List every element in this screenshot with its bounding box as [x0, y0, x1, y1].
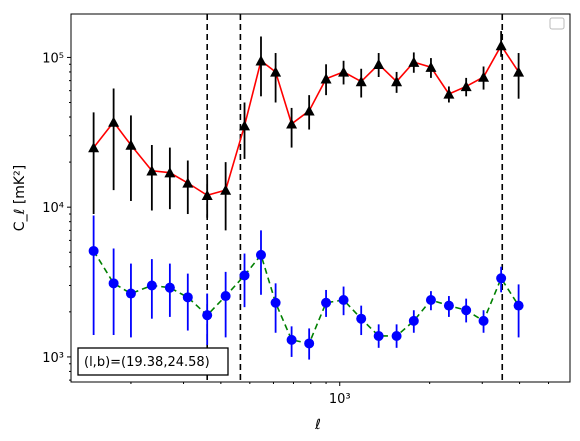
series-2-point-19 — [408, 315, 419, 326]
series-1-point-19 — [408, 56, 420, 67]
series-2-point-13 — [304, 338, 315, 349]
series-1-point-12 — [286, 118, 298, 129]
series-1-point-11 — [270, 66, 282, 77]
annotation-box — [77, 347, 229, 376]
series-1-point-5 — [164, 167, 176, 178]
series-2-point-22 — [461, 305, 472, 316]
plot-frame — [70, 13, 571, 383]
series-2-point-15 — [338, 294, 349, 305]
series-1-point-24 — [495, 40, 507, 51]
series-1-point-7 — [201, 189, 213, 200]
y-tick-label-2: 10⁴ — [42, 201, 64, 216]
plot-area — [88, 14, 525, 382]
series-1-point-22 — [460, 80, 472, 92]
series-1-point-2 — [108, 116, 120, 127]
series-2-point-11 — [270, 297, 281, 308]
axis-ticks: 10³ 10⁴ 10⁵ 10³ — [42, 51, 550, 407]
series-2-point-20 — [425, 294, 436, 305]
y-tick-label-3: 10⁵ — [42, 51, 64, 66]
y-axis-label: C_ℓ [mK²] — [12, 165, 28, 231]
series-1-point-1 — [88, 142, 100, 153]
series-2-point-10 — [255, 249, 266, 260]
series-2-point-21 — [443, 300, 454, 311]
series-1-point-13 — [303, 105, 315, 116]
y-tick-label-1: 10³ — [42, 351, 64, 366]
series-1-point-18 — [391, 76, 403, 87]
series-1-point-9 — [239, 120, 251, 131]
legend-box — [549, 17, 565, 30]
series-1-point-14 — [320, 73, 332, 84]
series-2-point-16 — [356, 313, 367, 324]
series-2-point-17 — [373, 330, 384, 341]
series-2-point-25 — [513, 300, 524, 311]
series-2-point-6 — [182, 292, 193, 303]
series-1-point-20 — [425, 61, 437, 72]
x-axis-label: ℓ — [314, 417, 321, 433]
x-tick-label-1: 10³ — [329, 392, 351, 407]
series-2-point-5 — [164, 282, 175, 293]
series-2-point-2 — [108, 278, 119, 289]
series-1-point-23 — [478, 71, 490, 82]
series-1-point-25 — [513, 66, 525, 77]
series-2-point-24 — [496, 273, 507, 284]
series-2-point-9 — [239, 270, 250, 281]
series-2-point-4 — [146, 280, 157, 291]
series-2-point-12 — [286, 334, 297, 345]
series-1-point-10 — [255, 55, 267, 66]
series-2-point-14 — [321, 297, 332, 308]
series-1-point-8 — [220, 184, 232, 195]
series-2-point-1 — [88, 245, 99, 256]
series-2-point-7 — [202, 310, 213, 321]
series-1-point-17 — [373, 58, 385, 69]
series-1-point-4 — [146, 165, 158, 176]
series-1-point-3 — [125, 139, 137, 150]
series-2-point-23 — [478, 315, 489, 326]
series-1-point-15 — [338, 66, 350, 77]
annotation-text: (l,b)=(19.38,24.58) — [84, 355, 210, 370]
series-1-point-21 — [443, 88, 455, 99]
series-2-point-18 — [391, 330, 402, 341]
series-2-point-8 — [220, 291, 231, 302]
series-2-point-3 — [125, 288, 136, 299]
series-1-point-6 — [182, 177, 194, 188]
series-1-point-16 — [355, 76, 367, 87]
